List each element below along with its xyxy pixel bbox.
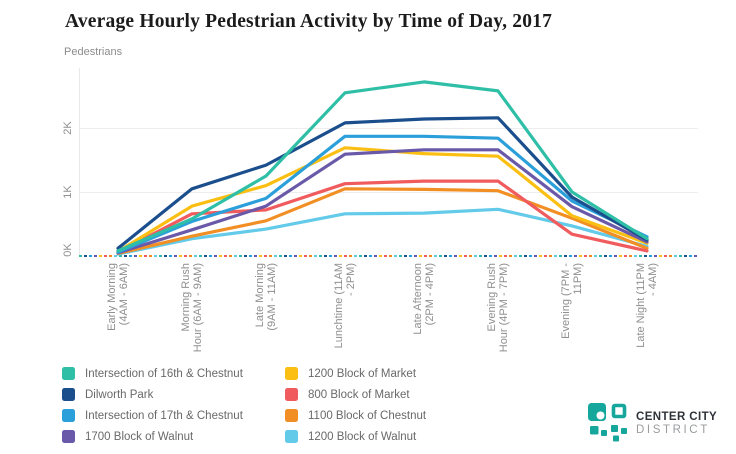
x-axis-label-late-night-11pm-4am: Late Night (11PM - 4AM) <box>635 263 659 348</box>
legend-column-1: Intersection of 16th & Chestnut Dilworth … <box>62 363 243 447</box>
legend-swatch-icon <box>285 409 298 422</box>
legend-label: 1200 Block of Market <box>308 367 417 380</box>
x-axis-label-late-morning-9am-11am: Late Morning (9AM - 11AM) <box>254 263 278 331</box>
series-line-1200-block-of-walnut[interactable] <box>116 207 649 256</box>
gridline-2k <box>79 128 698 129</box>
y-axis-label-2k: 2K <box>62 121 74 135</box>
legend-swatch-icon <box>285 388 298 401</box>
center-city-district-logo: CENTER CITY DISTRICT <box>588 403 717 443</box>
series-line-intersection-of-17th-chestnut[interactable] <box>116 134 649 254</box>
legend-label: 800 Block of Market <box>308 388 410 401</box>
legend-swatch-icon <box>62 388 75 401</box>
y-axis-label-0k: 0K <box>62 243 74 257</box>
series-line-intersection-of-16th-chestnut[interactable] <box>116 80 649 253</box>
legend-item-1700-block-of-walnut[interactable]: 1700 Block of Walnut <box>62 426 243 447</box>
legend-column-2: 1200 Block of Market 800 Block of Market 1… <box>285 363 426 447</box>
legend-label: Dilworth Park <box>85 388 154 401</box>
legend-label: Intersection of 16th & Chestnut <box>85 367 243 380</box>
x-axis-label-evening-rush-hour-4pm-7pm: Evening Rush Hour (4PM - 7PM) <box>486 263 510 353</box>
legend-swatch-icon <box>62 367 75 380</box>
zero-baseline <box>79 255 698 257</box>
x-axis-label-late-afternoon-2pm-4pm: Late Afternoon (2PM - 4PM) <box>412 263 436 335</box>
y-axis-line <box>79 68 80 256</box>
legend-item-dilworth-park[interactable]: Dilworth Park <box>62 384 243 405</box>
legend-item-800-block-of-market[interactable]: 800 Block of Market <box>285 384 426 405</box>
line-plot <box>116 80 649 256</box>
chart-title: Average Hourly Pedestrian Activity by Ti… <box>65 11 553 32</box>
x-axis-label-early-morning-4am-6am: Early Morning (4AM - 6AM) <box>106 263 130 331</box>
legend-label: 1200 Block of Walnut <box>308 430 417 443</box>
series-line-dilworth-park[interactable] <box>116 116 649 250</box>
legend-item-1100-block-of-chestnut[interactable]: 1100 Block of Chestnut <box>285 405 426 426</box>
legend-swatch-icon <box>285 430 298 443</box>
legend-label: 1100 Block of Chestnut <box>308 409 427 422</box>
x-axis-label-lunchtime-11am-2pm: Lunchtime (11AM - 2PM) <box>333 263 357 349</box>
legend-item-intersection-of-17th-chestnut[interactable]: Intersection of 17th & Chestnut <box>62 405 243 426</box>
legend-swatch-icon <box>62 409 75 422</box>
x-axis-label-morning-rush-hour-6am-9am: Morning Rush Hour (6AM - 9AM) <box>180 263 204 353</box>
x-axis-label-evening-7pm-11pm: Evening (7PM -11PM) <box>560 263 584 339</box>
y-axis-title: Pedestrians <box>64 46 123 58</box>
legend-label: 1700 Block of Walnut <box>85 430 194 443</box>
legend-swatch-icon <box>62 430 75 443</box>
logo-text: CENTER CITY DISTRICT <box>636 411 717 436</box>
series-line-1100-block-of-chestnut[interactable] <box>116 187 649 255</box>
legend-item-1200-block-of-walnut[interactable]: 1200 Block of Walnut <box>285 426 426 447</box>
logo-line2: DISTRICT <box>636 423 710 436</box>
series-line-1700-block-of-walnut[interactable] <box>116 148 649 255</box>
legend-item-intersection-of-16th-chestnut[interactable]: Intersection of 16th & Chestnut <box>62 363 243 384</box>
y-axis-label-1k: 1K <box>62 185 74 199</box>
legend-item-1200-block-of-market[interactable]: 1200 Block of Market <box>285 363 426 384</box>
chart-legend: Intersection of 16th & Chestnut Dilworth … <box>0 363 736 453</box>
center-city-district-logo-icon <box>588 403 627 442</box>
legend-swatch-icon <box>285 367 298 380</box>
legend-label: Intersection of 17th & Chestnut <box>85 409 243 422</box>
logo-line1: CENTER CITY <box>636 410 718 423</box>
gridline-1k <box>79 192 698 193</box>
